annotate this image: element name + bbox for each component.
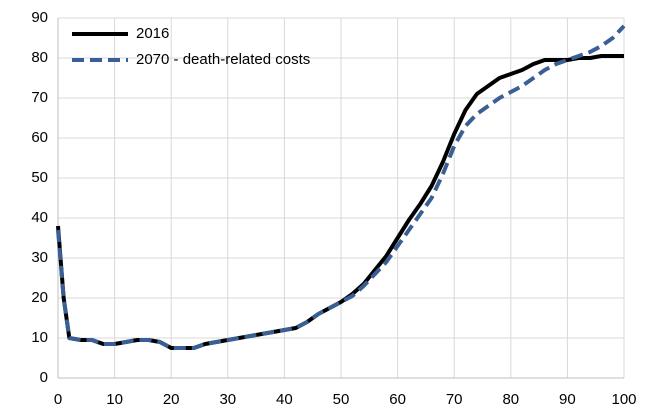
y-tick-label: 80	[31, 49, 48, 66]
legend-label: 2016	[136, 25, 169, 42]
y-tick-label: 20	[31, 289, 48, 306]
x-tick-label: 30	[219, 391, 236, 408]
y-tick-label: 30	[31, 249, 48, 266]
x-tick-label: 60	[389, 391, 406, 408]
y-tick-label: 40	[31, 209, 48, 226]
x-tick-label: 100	[611, 391, 636, 408]
x-tick-label: 70	[446, 391, 463, 408]
x-tick-label: 40	[276, 391, 293, 408]
y-tick-label: 50	[31, 169, 48, 186]
line-series	[56, 24, 626, 350]
x-tick-label: 10	[106, 391, 123, 408]
y-tick-label: 60	[31, 129, 48, 146]
y-tick-label: 0	[40, 369, 48, 386]
y-tick-label: 90	[31, 9, 48, 26]
y-tick-label: 70	[31, 89, 48, 106]
x-tick-label: 20	[163, 391, 180, 408]
legend-label: 2070 - death-related costs	[136, 51, 310, 68]
x-tick-label: 80	[502, 391, 519, 408]
y-tick-label: 10	[31, 329, 48, 346]
x-tick-label: 0	[54, 391, 62, 408]
x-tick-label: 50	[333, 391, 350, 408]
x-tick-label: 90	[559, 391, 576, 408]
